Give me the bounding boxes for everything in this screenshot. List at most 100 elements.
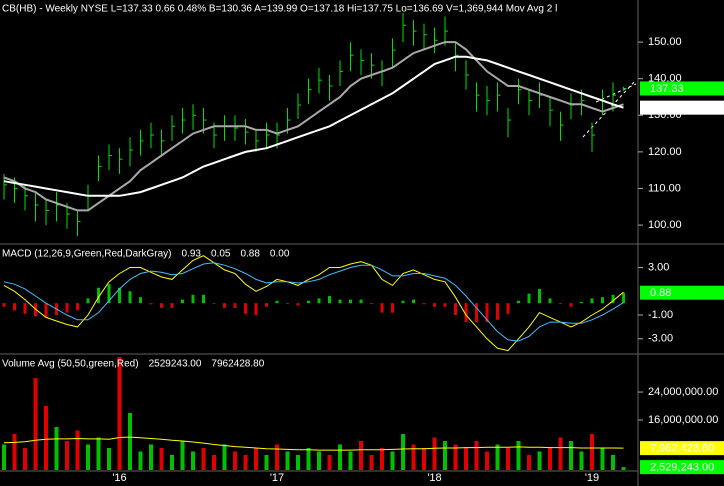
histogram-bar [202, 294, 205, 304]
histogram-bar [548, 298, 552, 304]
value-marker-label: 132.08 [650, 102, 684, 114]
volume-bar [86, 444, 90, 470]
volume-bar [243, 454, 248, 470]
volume-bar [12, 433, 17, 470]
volume-bar [527, 454, 531, 470]
histogram-bar [128, 291, 132, 304]
volume-bar [254, 447, 258, 470]
histogram-bar [506, 303, 510, 314]
histogram-bar [349, 299, 352, 304]
histogram-bar [485, 303, 489, 323]
histogram-bar [611, 294, 615, 304]
volume-bar [422, 447, 426, 470]
histogram-bar [275, 300, 279, 304]
histogram-bar [496, 303, 499, 320]
histogram-bar [559, 303, 562, 304]
histogram-bar [454, 303, 457, 316]
moving-average [3, 55, 624, 197]
histogram-bar [86, 298, 90, 304]
volume-bar [212, 454, 216, 470]
volume-bar [75, 430, 80, 470]
y-tick-label: 16,000,000.00 [648, 414, 718, 426]
histogram-bar [107, 284, 111, 304]
histogram-bar [254, 303, 258, 316]
histogram-bar [170, 303, 174, 308]
histogram-bar [13, 303, 16, 311]
volume-bar [233, 451, 237, 470]
volume-bar [23, 447, 27, 470]
histogram-bar [370, 303, 373, 304]
histogram-bar [233, 303, 237, 308]
volume-bar [264, 454, 269, 470]
volume-bar [327, 454, 332, 470]
macd-line [3, 262, 624, 342]
macd-line [3, 255, 624, 352]
volume-bar [348, 451, 353, 470]
value-marker-label: 2,529,243.00 [650, 462, 714, 474]
histogram-bar [601, 297, 604, 304]
histogram-bar [97, 287, 100, 304]
volume-bar [401, 433, 405, 470]
x-tick-label: '16 [112, 472, 126, 484]
legend-value: 2529243.00 [149, 359, 202, 370]
histogram-bar [44, 303, 48, 318]
histogram-bar [359, 299, 363, 304]
volume-bar [2, 444, 6, 470]
histogram-bar [149, 303, 153, 305]
histogram-bar [118, 287, 121, 304]
moving-average [3, 41, 624, 212]
volume-bar [107, 447, 111, 470]
volume-bar [96, 437, 101, 470]
histogram-bar [265, 303, 268, 307]
volume-bar [170, 454, 174, 470]
x-tick-label: '17 [270, 472, 284, 484]
value-marker [640, 285, 724, 300]
histogram-bar [191, 294, 195, 304]
histogram-bar [380, 303, 384, 313]
volume-bar [138, 451, 143, 470]
volume-bar [33, 378, 38, 470]
value-marker [640, 100, 724, 115]
volume-bar [296, 454, 300, 470]
legend-value: 7962428.80 [211, 359, 264, 370]
histogram-bar [338, 299, 342, 304]
volume-bar [285, 451, 290, 470]
volume-bar [464, 447, 468, 470]
histogram-bar [160, 303, 163, 308]
histogram-bar [76, 303, 79, 311]
histogram-bar [412, 299, 415, 304]
histogram-bar [23, 303, 27, 314]
histogram-bar [65, 303, 69, 313]
histogram-bar [286, 303, 289, 304]
volume-bar [117, 357, 122, 470]
volume-bar [390, 451, 395, 470]
histogram-bar [2, 303, 6, 307]
y-tick-label: 100.00 [648, 219, 682, 231]
histogram-bar [296, 303, 300, 306]
histogram-bar [422, 303, 426, 305]
volume-bar [191, 451, 195, 470]
volume-bar [453, 444, 458, 470]
volume-bar [128, 413, 132, 470]
value-marker [640, 460, 724, 475]
volume-bar [317, 451, 321, 470]
histogram-bar [391, 303, 394, 313]
volume-bar [380, 447, 384, 470]
panel-title: MACD (12,26,9,Green,Red,DarkGray) [2, 249, 172, 260]
volume-bar [579, 451, 584, 470]
legend-value: 0.00 [270, 249, 290, 260]
legend-value: 0.05 [211, 249, 231, 260]
volume-bar [506, 447, 510, 470]
histogram-bar [223, 303, 226, 308]
volume-bar [411, 444, 416, 470]
volume-bar [180, 440, 185, 470]
volume-bar [306, 447, 311, 470]
volume-bar [65, 440, 69, 470]
volume-bar [621, 467, 626, 470]
histogram-bar [328, 296, 331, 304]
volume-bar [600, 447, 605, 470]
volume-bar [54, 427, 59, 470]
histogram-bar [317, 298, 321, 304]
